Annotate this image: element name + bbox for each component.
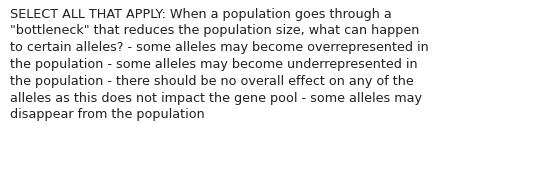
Text: SELECT ALL THAT APPLY: When a population goes through a
"bottleneck" that reduce: SELECT ALL THAT APPLY: When a population… — [10, 8, 429, 121]
